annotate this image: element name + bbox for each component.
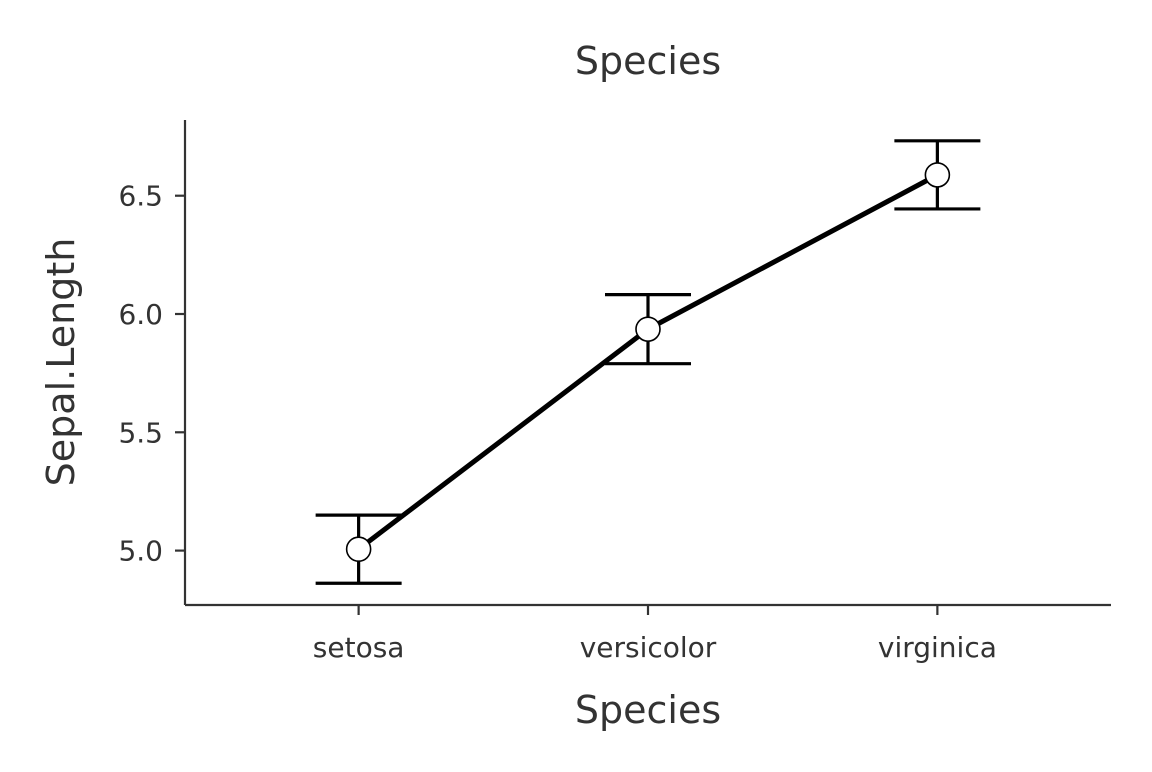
- y-tick-label: 6.0: [118, 298, 163, 331]
- x-tick-label: setosa: [313, 631, 405, 664]
- x-axis-ticks: setosa versicolor virginica: [313, 605, 997, 664]
- chart-title: Species: [575, 39, 721, 83]
- x-axis-title: Species: [575, 688, 721, 732]
- plot-area: [316, 141, 981, 583]
- y-tick-label: 5.5: [118, 416, 163, 449]
- data-point: [636, 317, 660, 341]
- y-tick-label: 6.5: [118, 180, 163, 213]
- data-point: [347, 537, 371, 561]
- data-point: [925, 163, 949, 187]
- y-tick-label: 5.0: [118, 535, 163, 568]
- x-tick-label: versicolor: [580, 631, 717, 664]
- y-axis-ticks: 5.0 5.5 6.0 6.5: [118, 180, 185, 568]
- y-axis-title: Sepal.Length: [39, 238, 83, 487]
- x-tick-label: virginica: [878, 631, 997, 664]
